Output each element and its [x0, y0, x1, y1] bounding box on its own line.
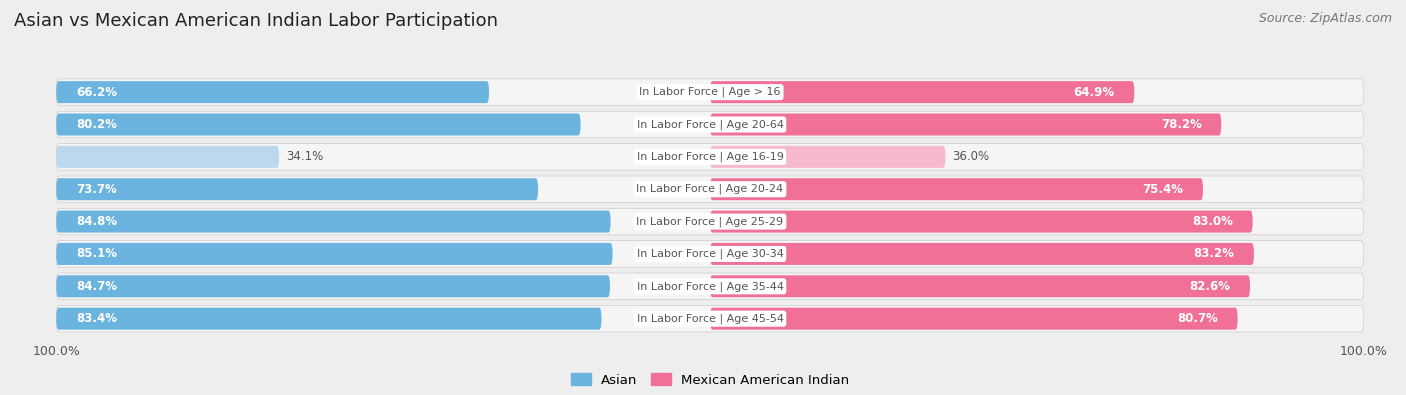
FancyBboxPatch shape — [56, 275, 610, 297]
FancyBboxPatch shape — [56, 111, 1364, 138]
Text: 64.9%: 64.9% — [1074, 86, 1115, 99]
Text: 36.0%: 36.0% — [952, 150, 988, 164]
FancyBboxPatch shape — [56, 81, 489, 103]
FancyBboxPatch shape — [710, 81, 1135, 103]
Text: Asian vs Mexican American Indian Labor Participation: Asian vs Mexican American Indian Labor P… — [14, 12, 498, 30]
FancyBboxPatch shape — [56, 243, 613, 265]
Text: In Labor Force | Age 20-64: In Labor Force | Age 20-64 — [637, 119, 783, 130]
FancyBboxPatch shape — [56, 146, 280, 168]
FancyBboxPatch shape — [56, 241, 1364, 267]
FancyBboxPatch shape — [56, 144, 1364, 170]
Text: In Labor Force | Age > 16: In Labor Force | Age > 16 — [640, 87, 780, 98]
FancyBboxPatch shape — [56, 305, 1364, 332]
Text: 80.2%: 80.2% — [76, 118, 117, 131]
Legend: Asian, Mexican American Indian: Asian, Mexican American Indian — [565, 368, 855, 392]
Text: 83.2%: 83.2% — [1194, 247, 1234, 260]
Text: 66.2%: 66.2% — [76, 86, 117, 99]
FancyBboxPatch shape — [710, 146, 945, 168]
FancyBboxPatch shape — [710, 243, 1254, 265]
FancyBboxPatch shape — [56, 176, 1364, 203]
FancyBboxPatch shape — [56, 208, 1364, 235]
FancyBboxPatch shape — [56, 178, 538, 200]
Text: In Labor Force | Age 25-29: In Labor Force | Age 25-29 — [637, 216, 783, 227]
Text: In Labor Force | Age 45-54: In Labor Force | Age 45-54 — [637, 313, 783, 324]
FancyBboxPatch shape — [56, 273, 1364, 299]
Text: In Labor Force | Age 20-24: In Labor Force | Age 20-24 — [637, 184, 783, 194]
Text: In Labor Force | Age 30-34: In Labor Force | Age 30-34 — [637, 249, 783, 259]
FancyBboxPatch shape — [56, 308, 602, 330]
Text: 84.8%: 84.8% — [76, 215, 117, 228]
Text: 73.7%: 73.7% — [76, 183, 117, 196]
Text: 78.2%: 78.2% — [1161, 118, 1202, 131]
Text: In Labor Force | Age 16-19: In Labor Force | Age 16-19 — [637, 152, 783, 162]
FancyBboxPatch shape — [710, 113, 1222, 135]
Text: 75.4%: 75.4% — [1142, 183, 1184, 196]
Text: 84.7%: 84.7% — [76, 280, 117, 293]
FancyBboxPatch shape — [56, 211, 610, 233]
FancyBboxPatch shape — [710, 178, 1204, 200]
Text: 34.1%: 34.1% — [285, 150, 323, 164]
Text: 83.4%: 83.4% — [76, 312, 117, 325]
Text: 85.1%: 85.1% — [76, 247, 117, 260]
FancyBboxPatch shape — [710, 211, 1253, 233]
Text: 83.0%: 83.0% — [1192, 215, 1233, 228]
FancyBboxPatch shape — [56, 79, 1364, 105]
Text: 80.7%: 80.7% — [1177, 312, 1218, 325]
Text: In Labor Force | Age 35-44: In Labor Force | Age 35-44 — [637, 281, 783, 292]
FancyBboxPatch shape — [56, 113, 581, 135]
FancyBboxPatch shape — [710, 275, 1250, 297]
Text: 82.6%: 82.6% — [1189, 280, 1230, 293]
Text: Source: ZipAtlas.com: Source: ZipAtlas.com — [1258, 12, 1392, 25]
FancyBboxPatch shape — [710, 308, 1237, 330]
